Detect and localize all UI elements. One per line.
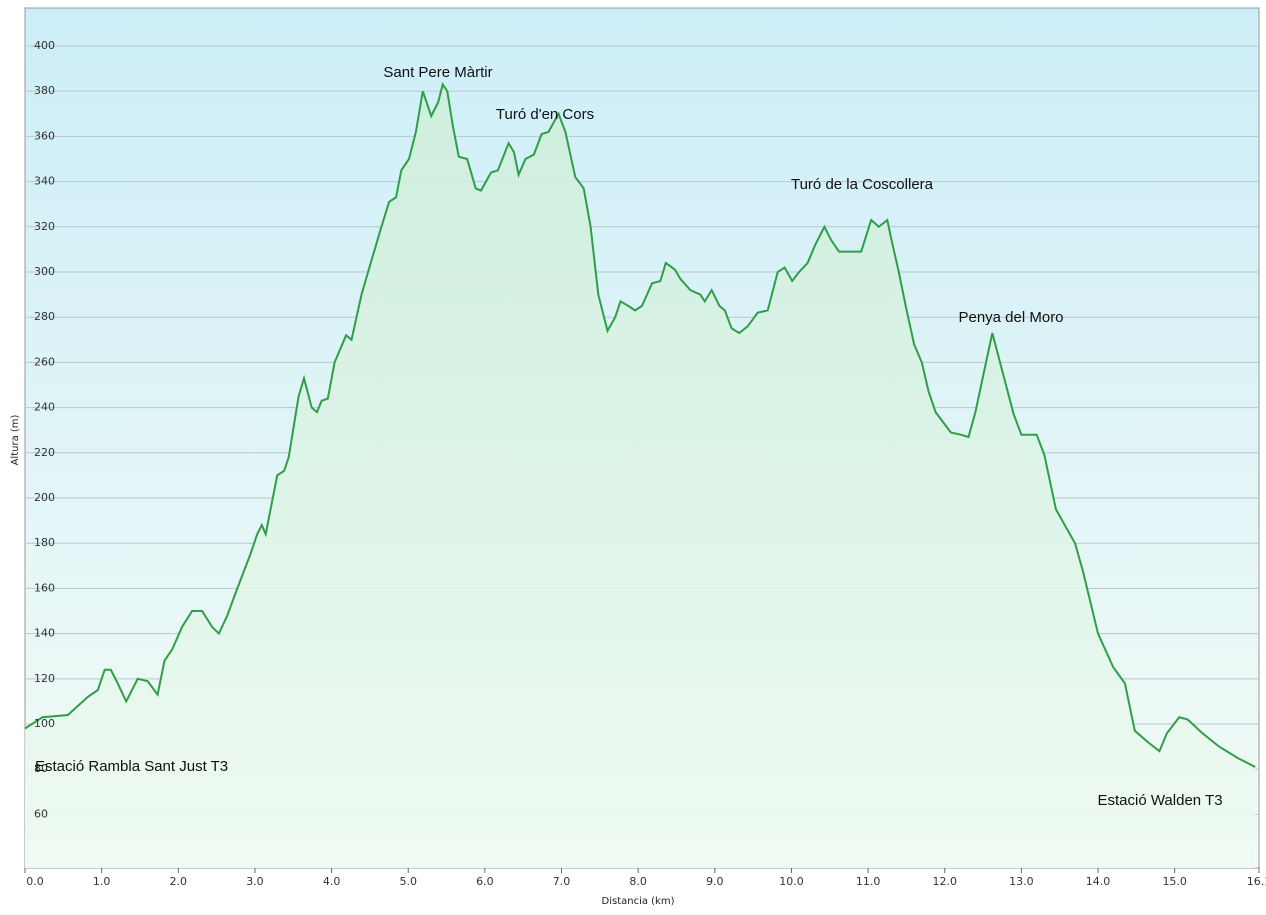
y-tick-label: 400 <box>34 39 55 52</box>
x-tick-label: 8.0 <box>629 875 647 888</box>
x-tick-label: 4.0 <box>323 875 341 888</box>
x-tick-label: 5.0 <box>399 875 417 888</box>
y-tick-label: 280 <box>34 310 55 323</box>
annotation: Turó d'en Cors <box>496 106 594 123</box>
x-tick-label: 7.0 <box>553 875 571 888</box>
y-tick-label: 340 <box>34 175 55 188</box>
x-tick-label: 15.0 <box>1162 875 1187 888</box>
y-tick-label: 320 <box>34 220 55 233</box>
y-tick-label: 360 <box>34 129 55 142</box>
y-tick-label: 60 <box>34 807 48 820</box>
x-tick-label: 0.0 <box>26 875 44 888</box>
x-tick-label: 10.0 <box>779 875 804 888</box>
x-tick-label: 13.0 <box>1009 875 1034 888</box>
annotation: Estació Walden T3 <box>1097 792 1222 809</box>
y-tick-label: 220 <box>34 446 55 459</box>
x-tick-label: 1.0 <box>93 875 111 888</box>
x-tick-label: 14.0 <box>1086 875 1111 888</box>
y-axis-title: Altura (m) <box>10 414 21 465</box>
area-fill <box>25 84 1256 868</box>
y-tick-label: 260 <box>34 355 55 368</box>
x-tick-label: 6.0 <box>476 875 494 888</box>
y-tick-label: 180 <box>34 536 55 549</box>
annotation: Turó de la Coscollera <box>791 176 934 193</box>
x-tick-label: 2.0 <box>170 875 188 888</box>
annotation: Penya del Moro <box>958 309 1063 326</box>
y-tick-label: 200 <box>34 491 55 504</box>
x-tick-label: 11.0 <box>856 875 881 888</box>
x-tick-label: 9.0 <box>706 875 724 888</box>
y-tick-label: 80 <box>34 762 48 775</box>
y-tick-label: 100 <box>34 717 55 730</box>
y-tick-label: 300 <box>34 265 55 278</box>
x-axis-title: Distancia (km) <box>602 896 675 907</box>
y-tick-label: 140 <box>34 627 55 640</box>
y-tick-label: 160 <box>34 581 55 594</box>
x-tick-label: 12.0 <box>933 875 958 888</box>
x-tick-label: 16.1 <box>1247 875 1266 888</box>
y-tick-label: 380 <box>34 84 55 97</box>
elevation-line <box>24 81 1256 768</box>
x-tick-label: 3.0 <box>246 875 264 888</box>
y-tick-label: 120 <box>34 672 55 685</box>
annotation: Sant Pere Màrtir <box>383 64 492 81</box>
y-tick-label: 240 <box>34 401 55 414</box>
annotation: Estació Rambla Sant Just T3 <box>35 758 228 775</box>
